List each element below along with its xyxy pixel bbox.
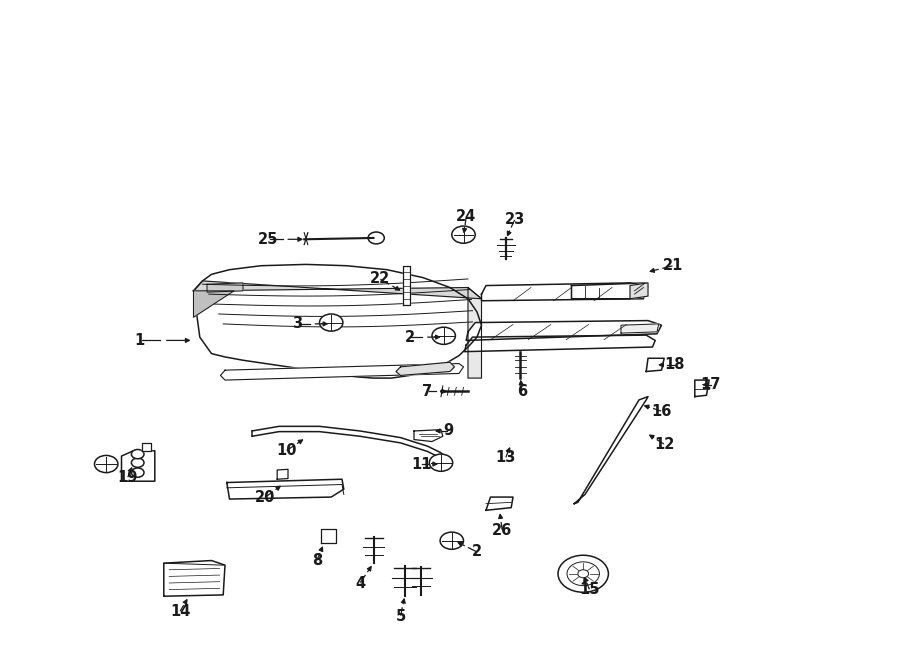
- Polygon shape: [466, 321, 662, 340]
- Circle shape: [578, 570, 589, 578]
- Polygon shape: [396, 362, 454, 375]
- Polygon shape: [464, 335, 655, 352]
- Text: 24: 24: [456, 210, 476, 224]
- Text: 3: 3: [292, 317, 302, 331]
- Text: 22: 22: [370, 272, 390, 286]
- Polygon shape: [403, 266, 410, 305]
- Polygon shape: [695, 380, 709, 397]
- Text: 18: 18: [665, 358, 685, 372]
- Text: 2: 2: [472, 545, 482, 559]
- Text: 25: 25: [258, 232, 278, 247]
- Text: 16: 16: [652, 404, 671, 418]
- Text: 7: 7: [422, 384, 433, 399]
- Polygon shape: [646, 358, 664, 371]
- Text: 23: 23: [505, 212, 525, 227]
- Circle shape: [131, 449, 144, 459]
- Circle shape: [368, 232, 384, 244]
- Polygon shape: [321, 529, 336, 543]
- Polygon shape: [277, 469, 288, 479]
- Text: 13: 13: [496, 450, 516, 465]
- Text: 2: 2: [404, 330, 415, 344]
- Text: 8: 8: [311, 553, 322, 568]
- Text: 5: 5: [395, 609, 406, 623]
- Polygon shape: [414, 430, 443, 442]
- Circle shape: [440, 532, 464, 549]
- Text: 20: 20: [256, 490, 275, 504]
- Polygon shape: [621, 324, 659, 333]
- Polygon shape: [220, 364, 464, 380]
- Text: 10: 10: [276, 444, 296, 458]
- Polygon shape: [486, 497, 513, 510]
- Polygon shape: [574, 397, 648, 504]
- Polygon shape: [572, 283, 648, 299]
- Text: 9: 9: [443, 424, 454, 438]
- Polygon shape: [194, 281, 482, 299]
- Polygon shape: [207, 283, 243, 292]
- Text: 21: 21: [663, 258, 683, 273]
- Circle shape: [429, 454, 453, 471]
- Circle shape: [320, 314, 343, 331]
- Text: 15: 15: [580, 582, 599, 597]
- Polygon shape: [252, 426, 446, 463]
- Polygon shape: [194, 291, 234, 317]
- Polygon shape: [194, 264, 482, 378]
- Text: 12: 12: [654, 437, 674, 451]
- Text: 4: 4: [355, 576, 365, 590]
- Text: 11: 11: [411, 457, 431, 471]
- Polygon shape: [142, 443, 151, 451]
- Text: 14: 14: [170, 604, 190, 619]
- Polygon shape: [468, 288, 482, 378]
- Text: 17: 17: [701, 377, 721, 392]
- Circle shape: [558, 555, 608, 592]
- Circle shape: [131, 468, 144, 477]
- Text: 19: 19: [118, 470, 138, 485]
- Polygon shape: [122, 451, 155, 481]
- Text: 6: 6: [517, 384, 527, 399]
- Polygon shape: [482, 283, 646, 301]
- Polygon shape: [227, 479, 344, 499]
- Circle shape: [94, 455, 118, 473]
- Polygon shape: [164, 561, 225, 596]
- Polygon shape: [630, 283, 648, 299]
- Text: 1: 1: [134, 333, 145, 348]
- Text: 26: 26: [492, 523, 512, 537]
- Circle shape: [131, 458, 144, 467]
- Circle shape: [567, 562, 599, 586]
- Circle shape: [432, 327, 455, 344]
- Circle shape: [452, 226, 475, 243]
